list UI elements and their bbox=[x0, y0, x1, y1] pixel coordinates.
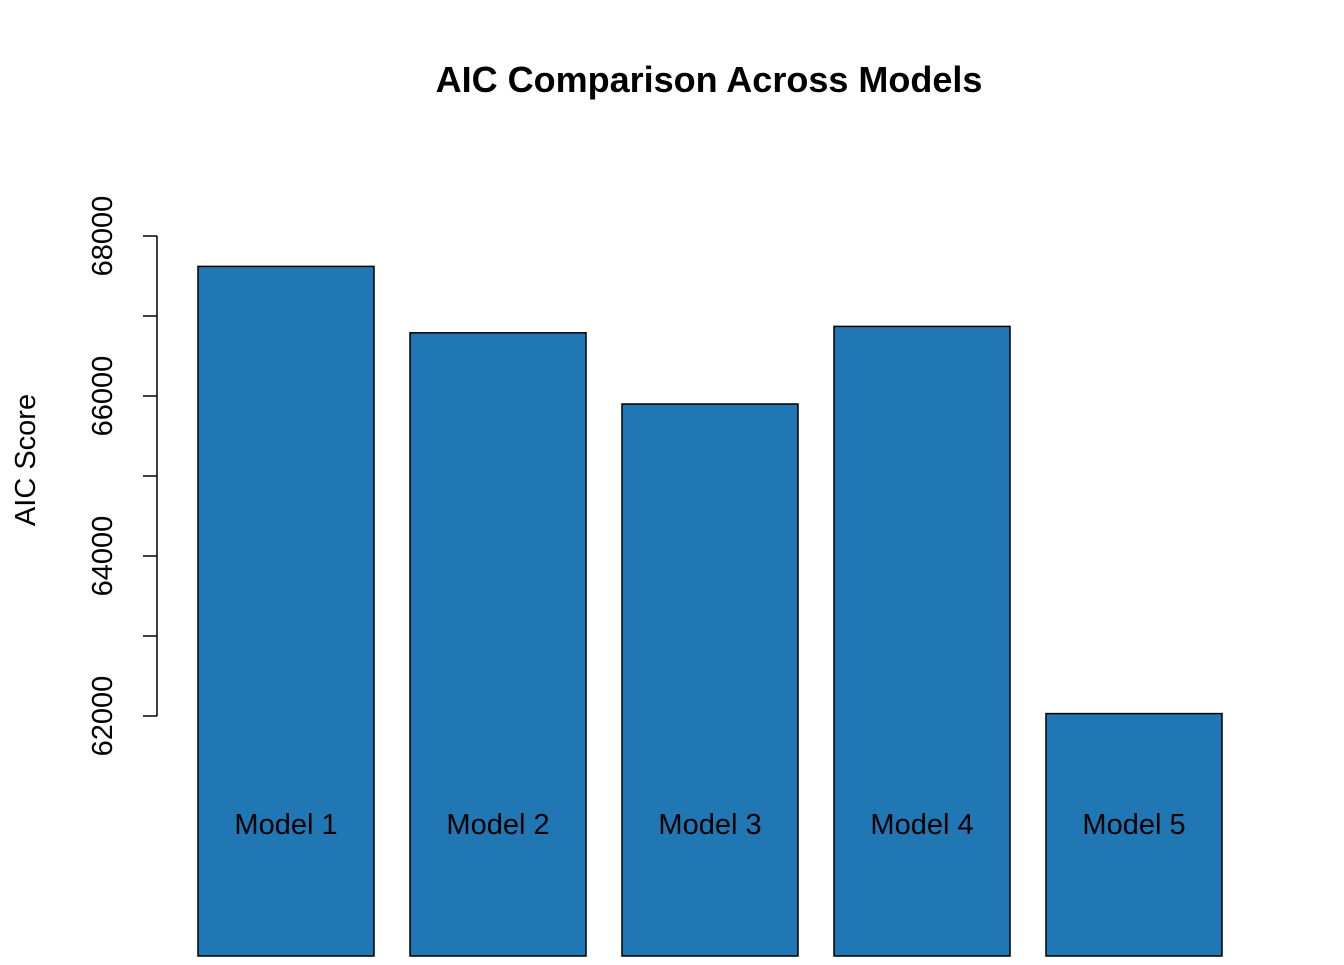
bars-group bbox=[197, 265, 1223, 957]
y-tick-label: 64000 bbox=[87, 516, 119, 597]
bar-category-label: Model 2 bbox=[446, 809, 549, 841]
bar bbox=[197, 265, 375, 957]
bar bbox=[1045, 712, 1223, 957]
bar-category-label: Model 4 bbox=[870, 809, 973, 841]
bar-category-label: Model 1 bbox=[234, 809, 337, 841]
y-tick-label: 66000 bbox=[87, 356, 119, 437]
bar-category-label: Model 5 bbox=[1082, 809, 1185, 841]
bar bbox=[833, 325, 1011, 957]
bar bbox=[409, 332, 587, 957]
chart-title: AIC Comparison Across Models bbox=[436, 59, 983, 100]
bar-category-label: Model 3 bbox=[658, 809, 761, 841]
y-axis: 62000 64000 66000 68000 bbox=[87, 196, 158, 757]
bar bbox=[621, 403, 799, 957]
bar-labels-group: Model 1 Model 2 Model 3 Model 4 Model 5 bbox=[234, 809, 1185, 841]
y-axis-label: AIC Score bbox=[10, 394, 42, 526]
y-tick-label: 62000 bbox=[87, 676, 119, 757]
y-tick-label: 68000 bbox=[87, 196, 119, 277]
